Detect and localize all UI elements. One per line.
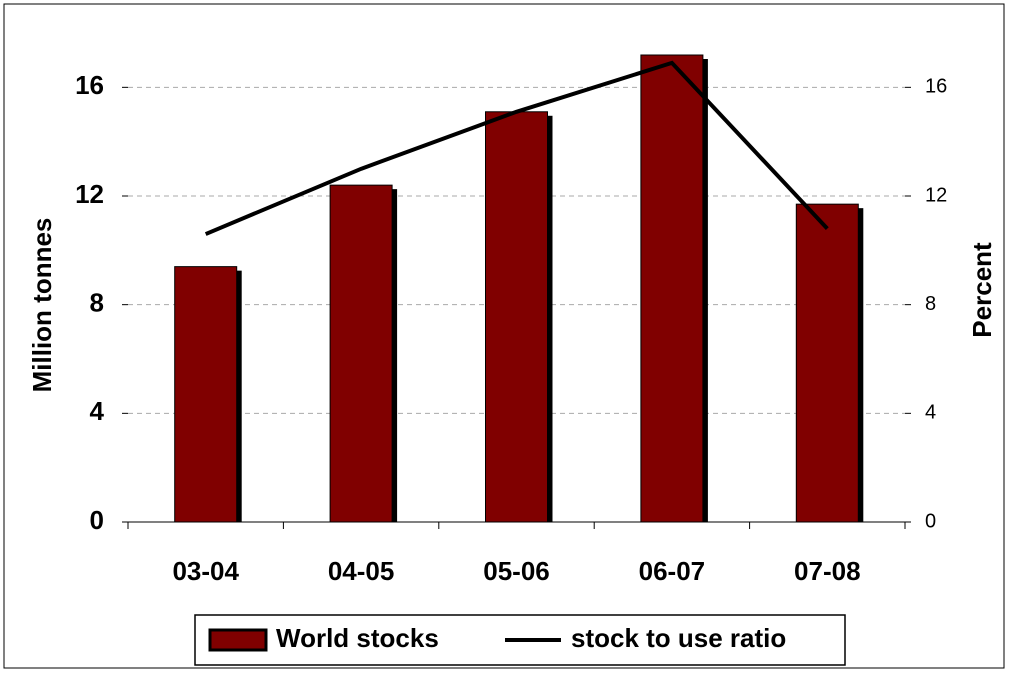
y2-tick-label: 4	[925, 402, 936, 424]
y-tick-label: 12	[75, 179, 104, 209]
bar	[174, 266, 238, 523]
line	[204, 60, 829, 236]
bar	[329, 184, 393, 523]
bar	[485, 111, 548, 523]
legend-label: stock to use ratio	[571, 623, 786, 653]
x-tick-label: 03-04	[172, 556, 239, 586]
y2-tick-label: 16	[925, 76, 947, 98]
y-tick-label: 16	[75, 70, 104, 100]
y-tick-label: 4	[90, 396, 105, 426]
bar	[795, 203, 859, 523]
y-tick-label: 0	[90, 505, 104, 535]
y2-tick-label: 0	[925, 510, 936, 532]
legend-label: World stocks	[276, 623, 439, 653]
y2-tick-label: 12	[925, 184, 947, 206]
y2-axis-title: Percent	[967, 242, 997, 338]
x-tick-label: 05-06	[483, 556, 550, 586]
x-tick-label: 07-08	[794, 556, 861, 586]
bar	[640, 54, 704, 523]
y-axis-title: Million tonnes	[27, 218, 57, 393]
y2-tick-label: 8	[925, 293, 936, 315]
x-tick-label: 04-05	[328, 556, 395, 586]
x-tick-label: 06-07	[639, 556, 706, 586]
legend-swatch	[208, 628, 268, 652]
y-tick-label: 8	[90, 288, 104, 318]
